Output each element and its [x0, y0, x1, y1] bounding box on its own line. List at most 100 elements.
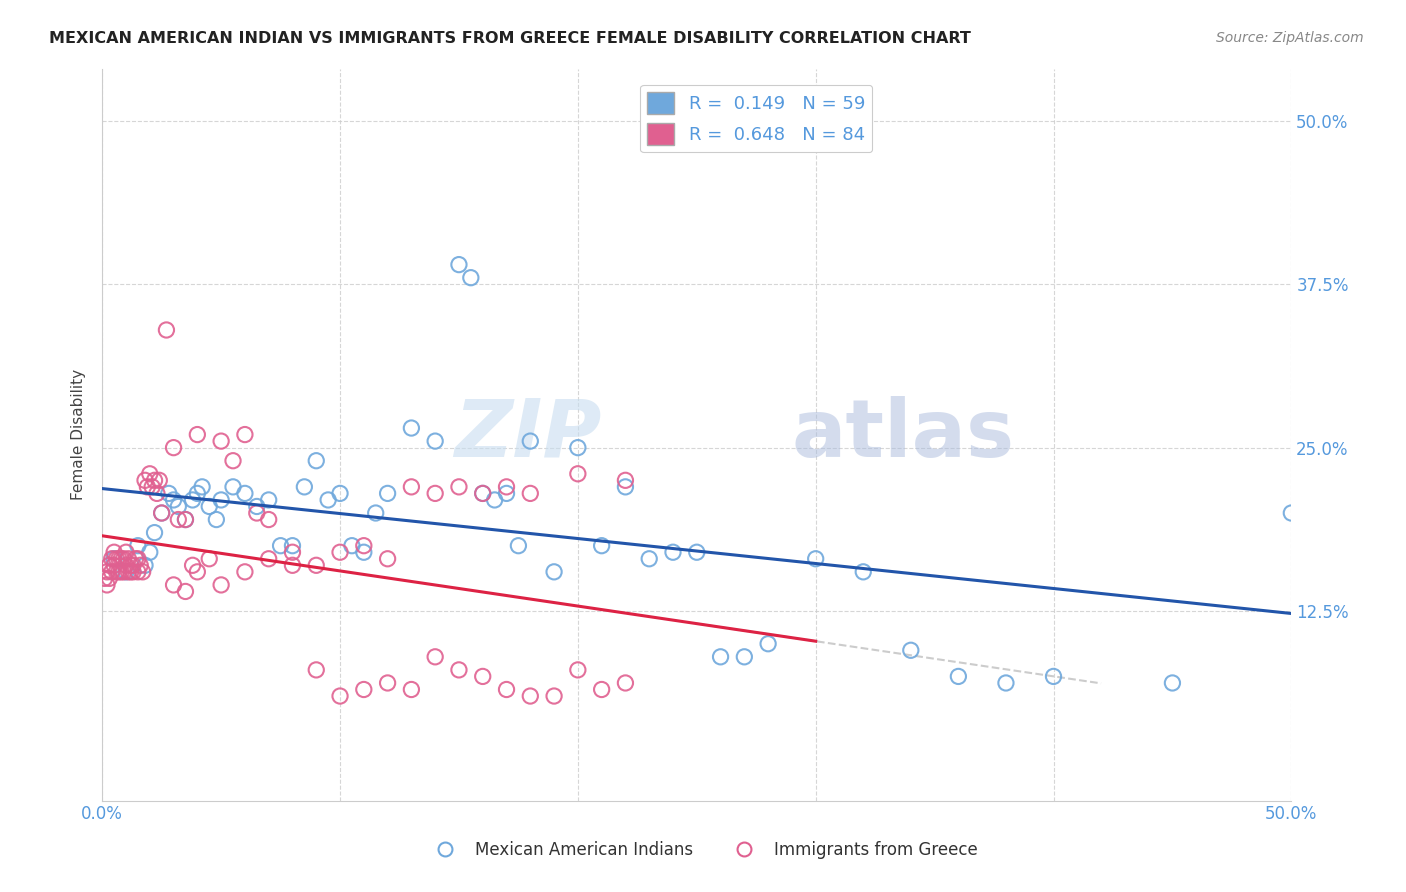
Point [257, 492, 280, 507]
Point [127, 565, 149, 579]
Point [614, 676, 637, 690]
Point [120, 558, 142, 573]
Point [471, 486, 494, 500]
Point [257, 551, 280, 566]
Point [614, 480, 637, 494]
Point [686, 545, 709, 559]
Point [377, 676, 399, 690]
Point [198, 551, 221, 566]
Point [353, 682, 375, 697]
Point [150, 506, 173, 520]
Point [543, 565, 565, 579]
Point [96, 578, 118, 592]
Point [329, 486, 352, 500]
Point [93, 571, 115, 585]
Point [305, 663, 328, 677]
Point [756, 637, 779, 651]
Point [141, 480, 163, 494]
Point [103, 558, 125, 573]
Point [112, 565, 135, 579]
Point [181, 558, 204, 573]
Point [167, 512, 190, 526]
Point [205, 512, 228, 526]
Point [425, 486, 447, 500]
Point [377, 486, 399, 500]
Point [134, 558, 156, 573]
Point [233, 427, 256, 442]
Point [567, 441, 589, 455]
Point [143, 525, 166, 540]
Point [174, 584, 197, 599]
Point [112, 551, 135, 566]
Point [340, 539, 363, 553]
Point [662, 545, 685, 559]
Point [162, 441, 184, 455]
Text: Source: ZipAtlas.com: Source: ZipAtlas.com [1216, 31, 1364, 45]
Point [567, 467, 589, 481]
Point [105, 565, 128, 579]
Point [591, 539, 613, 553]
Point [136, 480, 159, 494]
Point [567, 663, 589, 677]
Point [191, 480, 214, 494]
Point [281, 545, 304, 559]
Point [519, 486, 541, 500]
Point [281, 539, 304, 553]
Point [162, 578, 184, 592]
Text: ZIP: ZIP [454, 395, 602, 474]
Text: MEXICAN AMERICAN INDIAN VS IMMIGRANTS FROM GREECE FEMALE DISABILITY CORRELATION : MEXICAN AMERICAN INDIAN VS IMMIGRANTS FR… [49, 31, 972, 46]
Point [108, 551, 131, 566]
Point [186, 427, 208, 442]
Point [447, 480, 470, 494]
Point [257, 512, 280, 526]
Point [425, 434, 447, 449]
Point [281, 558, 304, 573]
Point [638, 551, 661, 566]
Point [591, 682, 613, 697]
Point [198, 500, 221, 514]
Point [186, 565, 208, 579]
Point [139, 545, 162, 559]
Point [543, 689, 565, 703]
Point [401, 480, 423, 494]
Point [120, 565, 142, 579]
Point [246, 506, 269, 520]
Point [316, 492, 339, 507]
Point [377, 551, 399, 566]
Point [994, 676, 1017, 690]
Point [292, 480, 315, 494]
Point [495, 480, 517, 494]
Point [98, 571, 121, 585]
Point [162, 492, 184, 507]
Point [270, 539, 292, 553]
Point [233, 565, 256, 579]
Point [495, 486, 517, 500]
Point [209, 578, 232, 592]
Point [105, 551, 128, 566]
Point [353, 545, 375, 559]
Point [98, 558, 121, 573]
Point [484, 492, 506, 507]
Point [117, 565, 139, 579]
Point [110, 565, 132, 579]
Point [100, 551, 122, 566]
Point [519, 434, 541, 449]
Point [174, 512, 197, 526]
Point [519, 689, 541, 703]
Point [139, 467, 162, 481]
Point [733, 649, 755, 664]
Point [460, 270, 482, 285]
Point [709, 649, 731, 664]
Point [401, 682, 423, 697]
Point [401, 421, 423, 435]
Point [150, 506, 173, 520]
Point [157, 486, 180, 500]
Point [233, 486, 256, 500]
Point [1042, 669, 1064, 683]
Point [614, 473, 637, 487]
Legend: R =  0.149   N = 59, R =  0.648   N = 84: R = 0.149 N = 59, R = 0.648 N = 84 [640, 85, 872, 153]
Point [167, 500, 190, 514]
Point [124, 551, 146, 566]
Point [100, 565, 122, 579]
Point [495, 682, 517, 697]
